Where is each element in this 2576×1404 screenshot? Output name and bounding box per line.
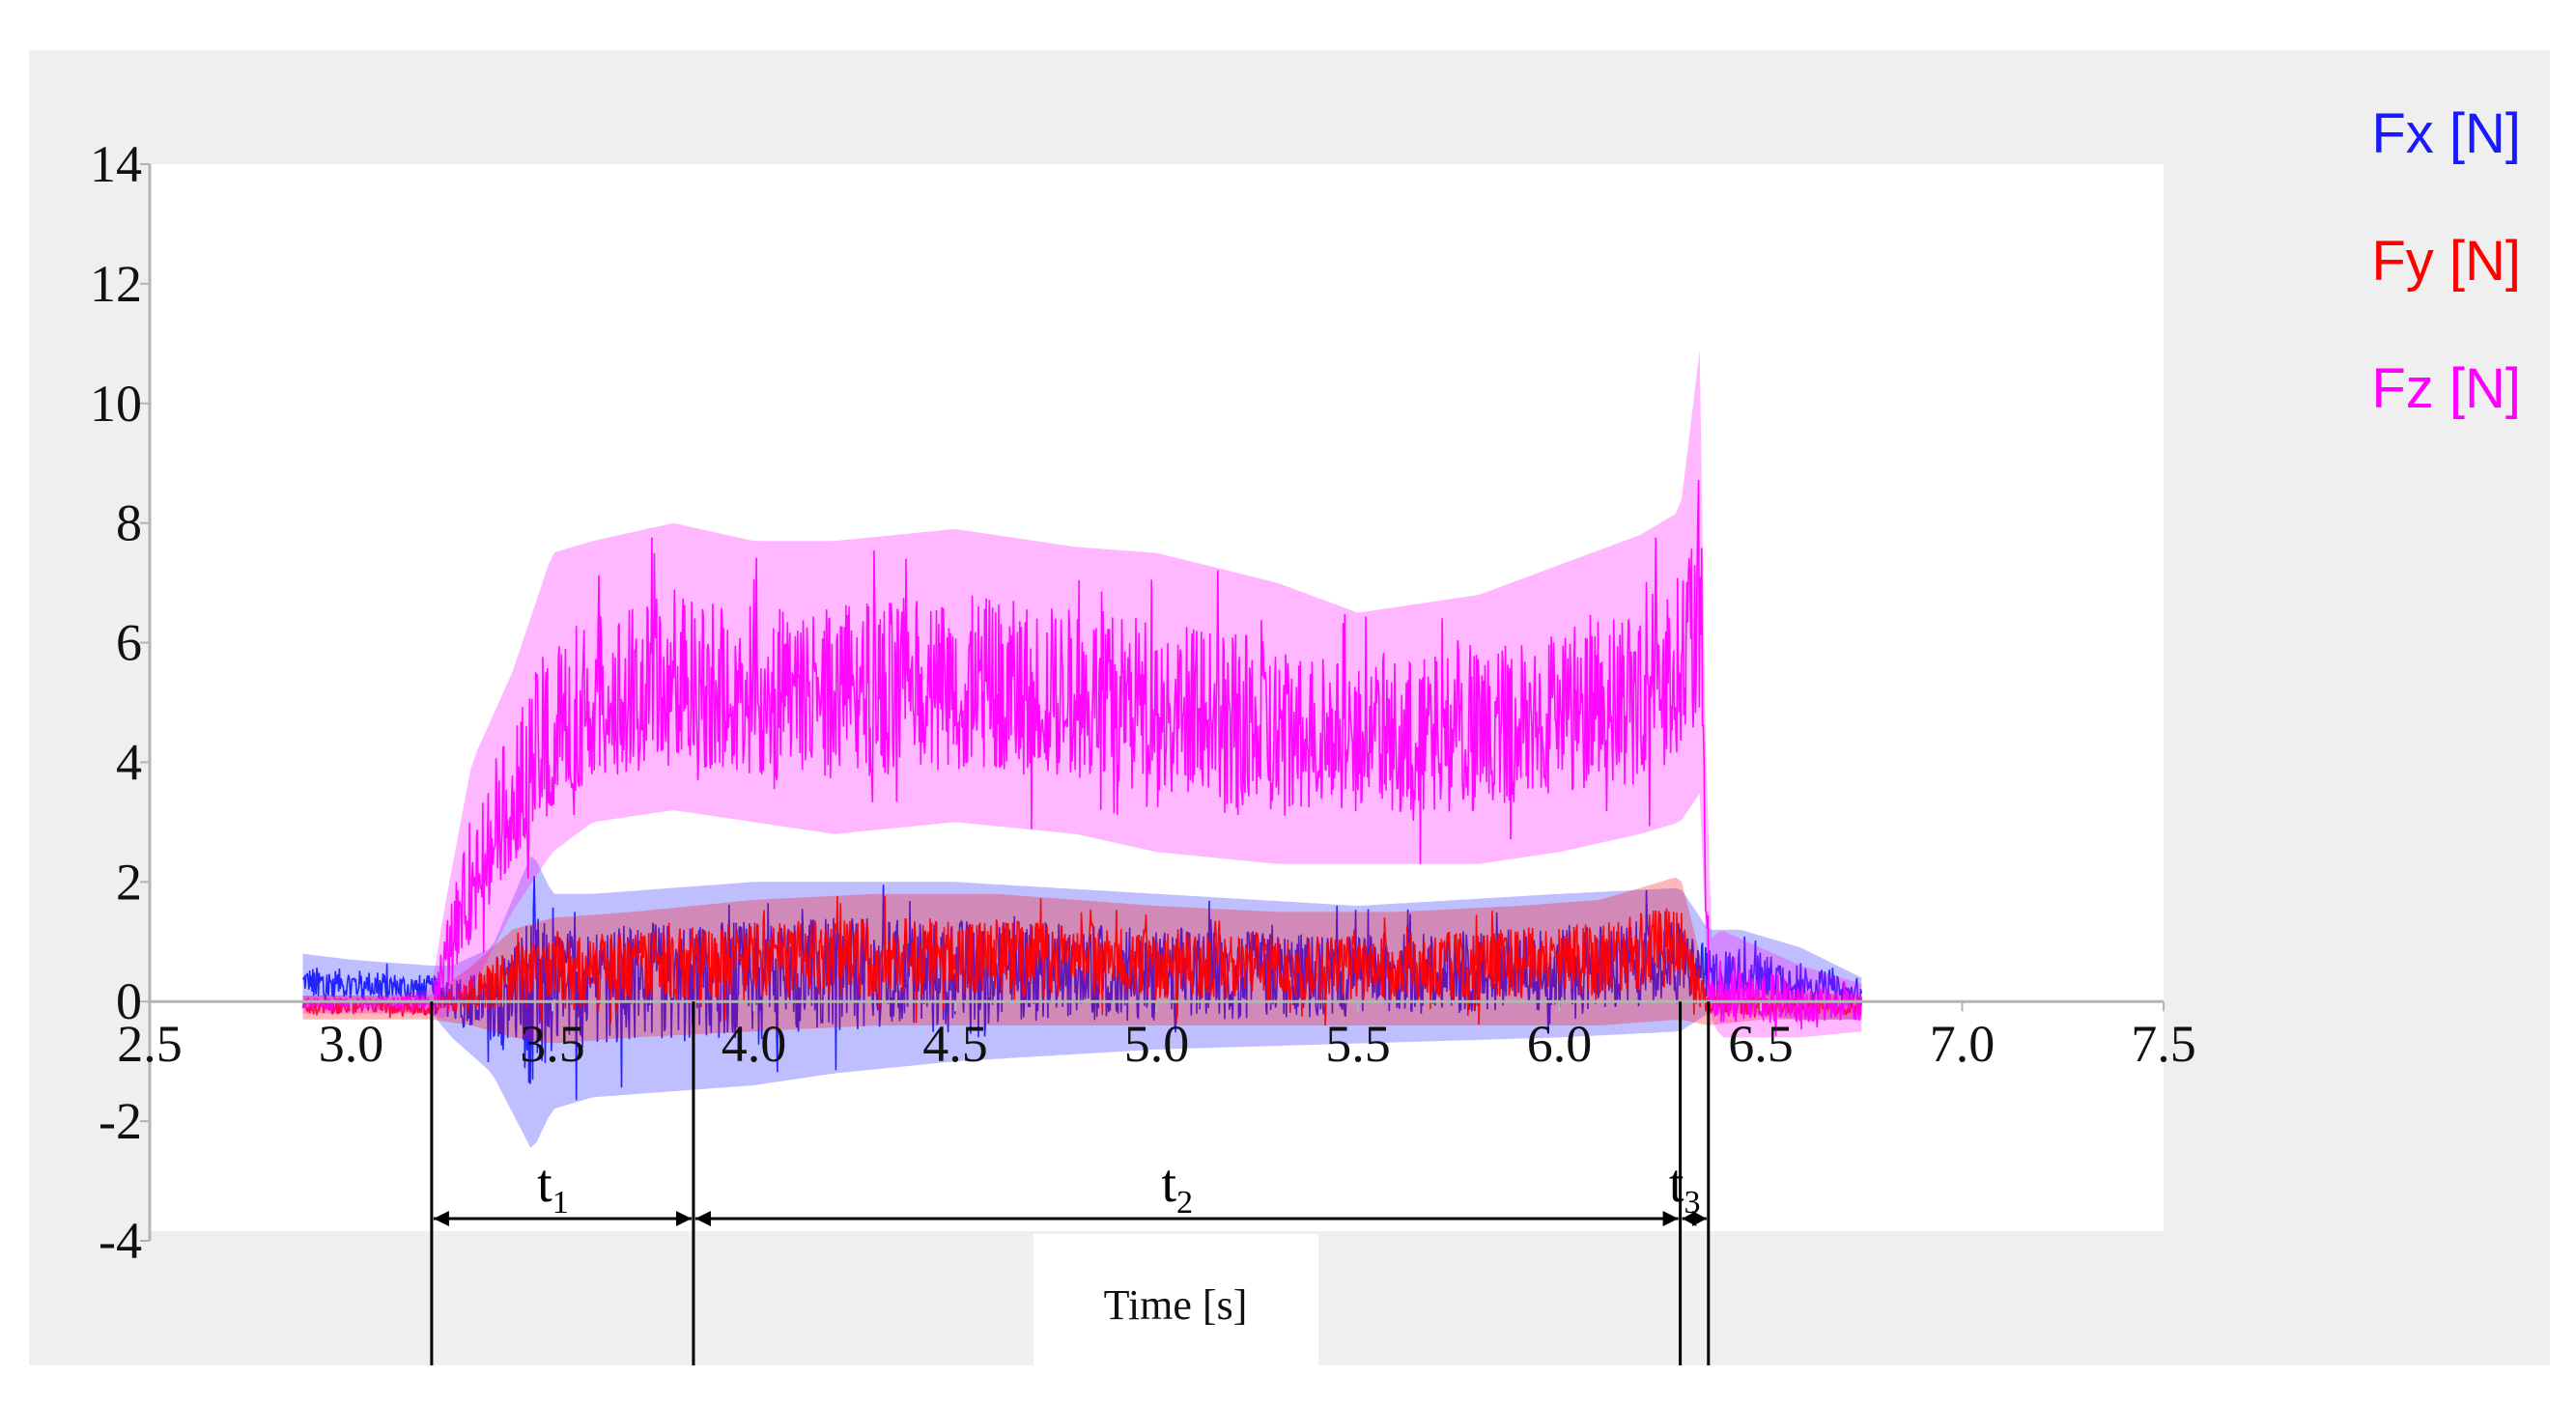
- x-ticks: 2.5 3.0 3.5 4.0 4.5 5.0 5.5 6.0 6.5 7.0 7.5: [117, 1001, 2196, 1073]
- y-tick-label: 0: [116, 972, 142, 1030]
- y-tick-label: -2: [99, 1092, 142, 1150]
- phase-label-subscript: 3: [1684, 1185, 1700, 1221]
- x-tick-label: 5.0: [1124, 1015, 1190, 1073]
- legend-item-fz: Fz [N]: [2371, 357, 2521, 420]
- y-tick-label: -4: [99, 1212, 142, 1270]
- legend-item-fy: Fy [N]: [2371, 230, 2521, 293]
- x-tick-label: 7.5: [2131, 1015, 2196, 1073]
- series-fz-trace: [301, 479, 1863, 1037]
- x-tick-label: 6.5: [1728, 1015, 1794, 1073]
- legend: Fx [N] Fy [N] Fz [N]: [2371, 102, 2521, 420]
- x-tick-label: 7.0: [1930, 1015, 1996, 1073]
- phase-arrow-head-right: [675, 1211, 692, 1226]
- x-tick-label: 2.5: [117, 1015, 183, 1073]
- phase-label-subscript: 2: [1176, 1185, 1193, 1221]
- phase-arrow-head-right: [1662, 1211, 1679, 1226]
- x-tick-label: 6.0: [1527, 1015, 1593, 1073]
- phase-arrow-head-left: [433, 1211, 449, 1226]
- y-tick-label: 4: [116, 733, 142, 791]
- y-tick-label: 8: [116, 494, 142, 552]
- y-tick-label: 6: [116, 614, 142, 672]
- y-tick-label: 2: [116, 853, 142, 911]
- x-tick-label: 4.0: [722, 1015, 787, 1073]
- y-tick-label: 14: [90, 135, 142, 193]
- x-tick-label: 5.5: [1325, 1015, 1391, 1073]
- y-tick-label: 12: [90, 255, 142, 313]
- x-tick-label: 3.0: [319, 1015, 384, 1073]
- phase-arrow-head-left: [694, 1211, 711, 1226]
- x-tick-label: 3.5: [520, 1015, 585, 1073]
- phase-arrow-head-right: [1692, 1211, 1707, 1226]
- series-fz: [301, 350, 1863, 1038]
- xlabel-box: [1033, 1234, 1318, 1365]
- y-tick-label: 10: [90, 375, 142, 433]
- y-ticks: -4 -2 0 2 4 6 8 10 12 14: [90, 135, 150, 1270]
- x-axis-label: Time [s]: [1104, 1281, 1248, 1329]
- series-fy-trace: [301, 896, 1863, 1026]
- phase-label-subscript: 1: [552, 1185, 569, 1221]
- legend-item-fx: Fx [N]: [2371, 102, 2521, 165]
- x-tick-label: 4.5: [922, 1015, 988, 1073]
